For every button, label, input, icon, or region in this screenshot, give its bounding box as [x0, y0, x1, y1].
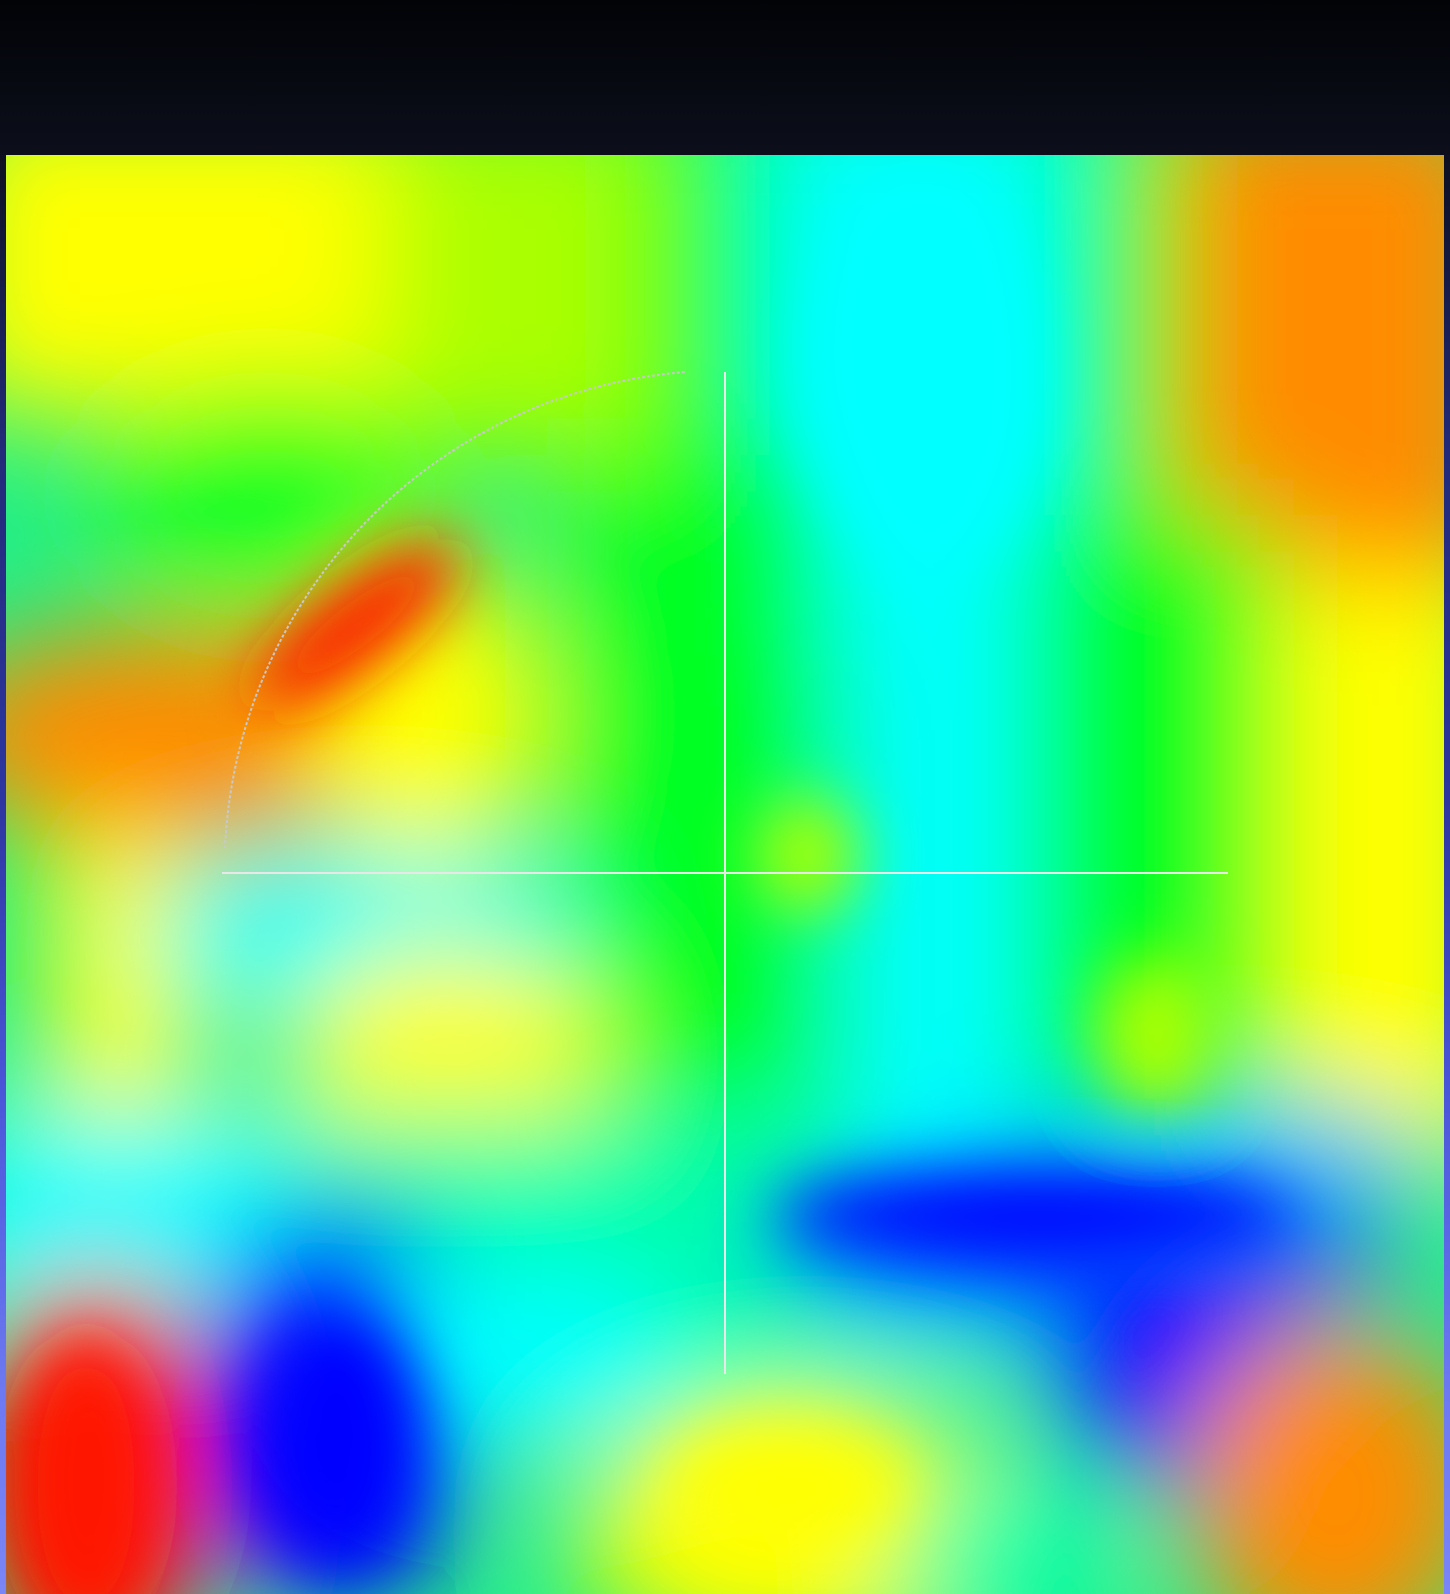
heatmap-canvas[interactable]	[6, 155, 1444, 1594]
heat-accent-yellow-bottom	[666, 1425, 906, 1545]
heat-accent-yellow-diamond	[756, 795, 856, 915]
heat-region-bottom-green-patch	[886, 1475, 1126, 1594]
heat-accent-bottom-red	[16, 1335, 156, 1594]
heat-region-right-yellow	[1246, 575, 1444, 1175]
heat-region-left-yellow-strip	[46, 835, 196, 1135]
heatmap-accents	[16, 175, 1296, 1594]
left-edge	[0, 155, 6, 1594]
heat-region-bottom-center-cyan	[366, 1265, 686, 1445]
heat-accent-blue-band	[776, 1173, 1296, 1257]
heat-region-bottom-right-orange	[1186, 1325, 1444, 1594]
heat-region-diag-yellow	[286, 945, 606, 1165]
heat-accent-bottom-blue	[246, 1305, 426, 1565]
heat-accent-cyan-top	[806, 175, 1046, 575]
heat-region-center-green	[566, 455, 826, 1095]
right-edge	[1444, 155, 1450, 1594]
heat-accent-green-right	[1096, 955, 1216, 1115]
heat-region-top-lime	[386, 155, 686, 455]
top-bar	[0, 0, 1450, 155]
heat-region-top-left-yellow	[6, 155, 446, 415]
heatmap-field[interactable]	[6, 155, 1444, 1594]
